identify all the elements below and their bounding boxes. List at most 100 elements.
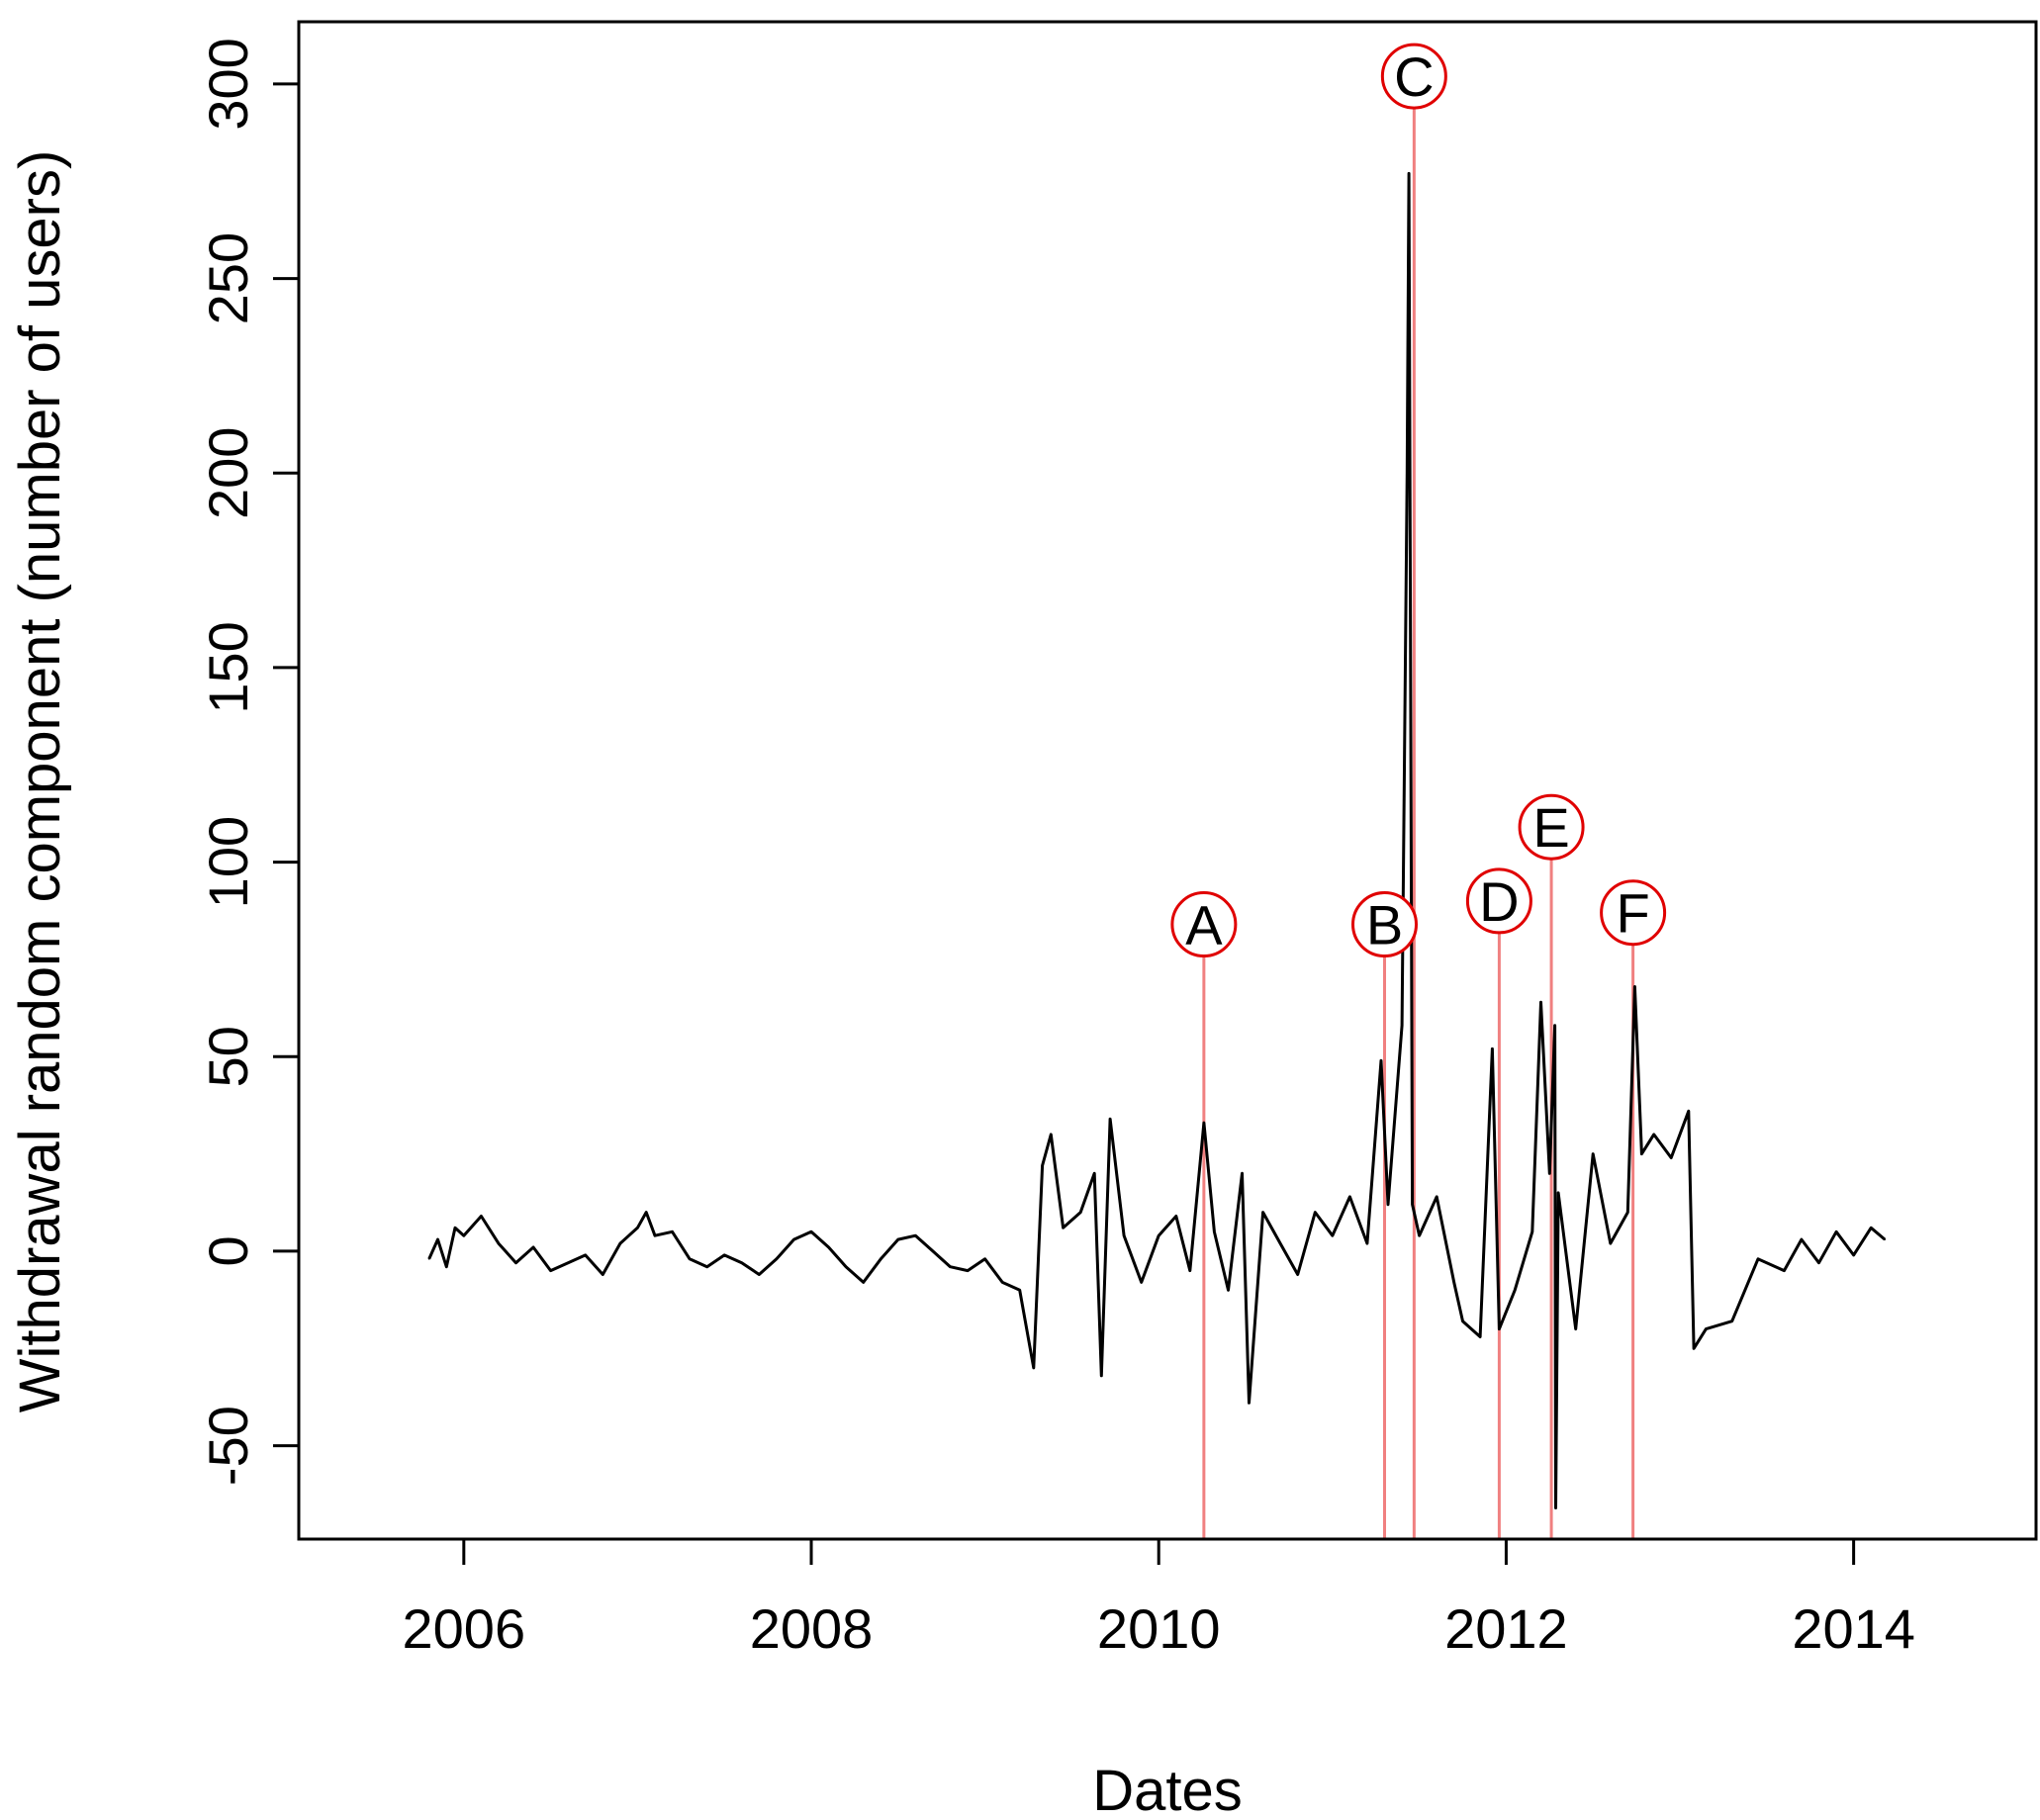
series-point [1140,1281,1143,1284]
event-label-f: F [1616,882,1649,945]
series-point [1366,1242,1368,1244]
series-point [1158,1234,1160,1236]
series-point [689,1258,691,1260]
series-point [1387,1203,1389,1206]
series-point [1079,1211,1081,1214]
series-point [1203,1122,1205,1124]
series-point [567,1261,569,1264]
series-point [1062,1227,1065,1229]
event-label-b: B [1366,894,1403,956]
series-point [1491,1047,1494,1050]
series-point [1640,1152,1643,1155]
event-circle-a [1170,891,1238,958]
x-axis-title: Dates [1092,1759,1243,1820]
y-tick-label: -50 [197,1406,259,1486]
y-tick-label: 100 [197,816,259,908]
series-point [463,1234,465,1236]
event-circle-b [1351,891,1418,958]
series-point [1592,1152,1595,1155]
series-point [1870,1227,1872,1229]
series-point [1123,1234,1125,1236]
series-point [1436,1196,1437,1198]
event-labels: A B C DEF [1170,43,1667,958]
series-point [1817,1261,1820,1264]
series-point [1705,1327,1708,1330]
series-point [1884,1238,1887,1240]
series-point [1852,1254,1855,1256]
series-point [1314,1211,1317,1214]
series-point [1688,1110,1690,1113]
series-point [1380,1059,1382,1061]
event-lines [1202,108,1635,1539]
series-point [1018,1289,1021,1292]
x-tick-label: 2014 [1792,1597,1915,1660]
series-point [514,1261,517,1264]
series-point [1730,1320,1733,1322]
series-point [740,1261,743,1264]
series-point [1174,1215,1177,1218]
series-point [810,1230,812,1233]
series-point [1693,1347,1695,1350]
series-point [1348,1196,1351,1198]
series-point [549,1269,552,1272]
series-point [1783,1269,1786,1272]
series-point [1539,1001,1542,1003]
series-point [1633,985,1636,988]
series-point [619,1242,621,1244]
series-point [1001,1281,1003,1284]
series-point [897,1238,899,1240]
series-point [1213,1230,1216,1233]
series-point [758,1273,761,1276]
series-point [983,1258,986,1260]
series-point [1248,1402,1251,1405]
series-point [1479,1335,1481,1338]
event-circle-c [1380,43,1447,110]
x-tick-label: 2008 [750,1597,874,1660]
series-point [792,1238,795,1240]
series-point [427,1258,430,1260]
series-point [1332,1234,1334,1236]
y-tick-label: 200 [197,427,259,519]
series-point [602,1273,604,1276]
x-tick-label: 2006 [403,1597,526,1660]
series-point [1227,1289,1230,1292]
series-point [1050,1134,1053,1136]
series-point [827,1246,830,1248]
series-point [1100,1375,1103,1377]
series-point [671,1230,674,1233]
series-point [705,1265,708,1268]
event-label-a: A [1185,894,1223,956]
y-axis-title: Withdrawal random component (number of u… [8,150,72,1413]
series-point [498,1242,500,1244]
series-point [584,1254,587,1256]
series-point [654,1234,656,1236]
series-point [1452,1281,1455,1284]
series-point [1557,1192,1559,1194]
series-point [1406,472,1409,475]
series-line-0 [427,171,1887,1509]
series-point [776,1258,778,1260]
series-point [1670,1156,1673,1159]
y-tick-label: 0 [197,1235,259,1266]
series-point [1553,1025,1556,1027]
series-point [1801,1238,1803,1240]
x-axis: 2006 2008 2010 2012 2014 [403,1537,1915,1660]
series-point [1279,1242,1281,1244]
y-axis: -50 0 50 100 150 200 250 300 [197,38,301,1486]
series-point [445,1265,448,1268]
series-point [1411,1203,1414,1206]
series-point [480,1215,483,1218]
series-point [1835,1230,1837,1233]
y-tick-label: 250 [197,232,259,324]
series-point [532,1246,534,1248]
series-point [1461,1320,1464,1322]
y-tick-label: 150 [197,621,259,713]
series-point [1408,172,1410,175]
series-group [427,171,1887,1509]
series-point [436,1238,439,1240]
series-point [949,1265,952,1268]
series-point [1652,1134,1655,1136]
series-point [1418,1234,1421,1236]
series-point [862,1281,865,1284]
x-tick-label: 2012 [1444,1597,1568,1660]
